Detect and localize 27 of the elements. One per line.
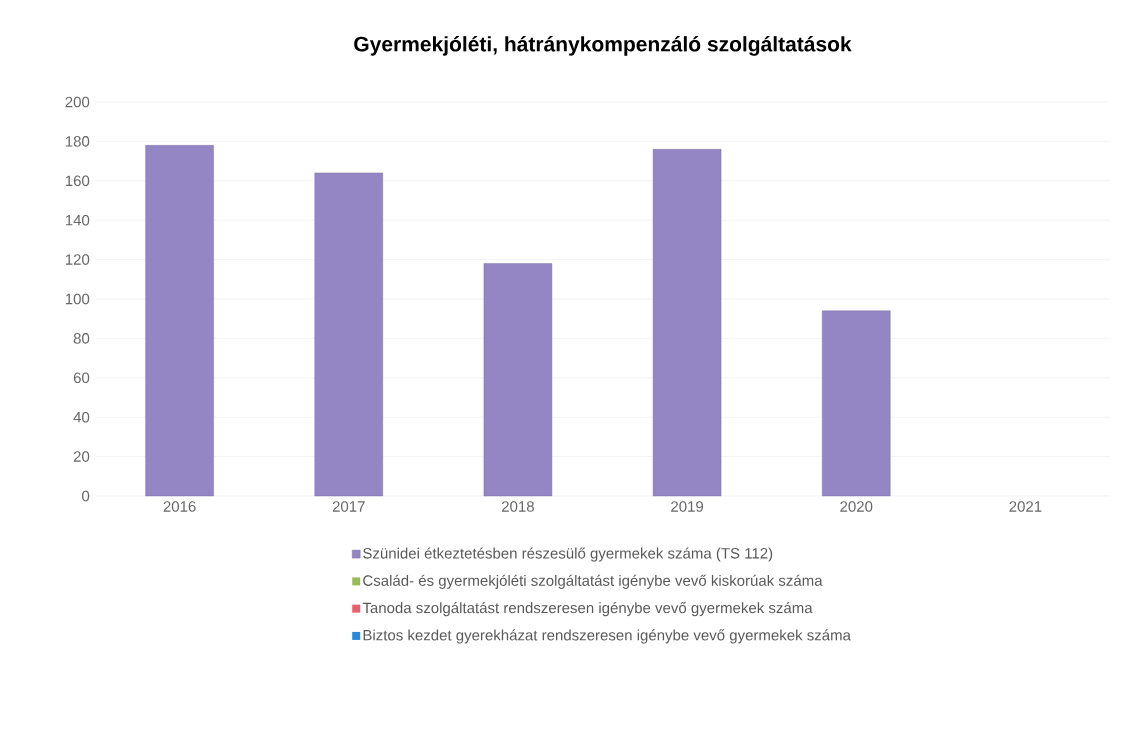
y-tick-label: 140: [65, 214, 90, 226]
chart-title: Gyermekjóléti, hátránykompenzáló szolgáltatások: [354, 35, 852, 56]
legend-label: Biztos kezdet gyerekházat rendszeresen igénybe vevő gyermekek száma: [363, 629, 851, 644]
y-tick-label: 20: [73, 451, 90, 462]
legend-label: Család- és gyermekjóléti szolgáltatást igénybe vevő kiskorúak száma: [363, 574, 823, 589]
y-tick-label: 120: [65, 254, 90, 265]
bar: [822, 310, 891, 497]
y-tick-label: 160: [65, 175, 90, 187]
y-tick-label: 40: [73, 411, 90, 423]
y-tick-label: 80: [73, 333, 90, 344]
x-tick-label: 2020: [840, 501, 873, 512]
x-tick-label: 2021: [1009, 501, 1042, 512]
bar: [652, 149, 722, 497]
x-tick-label: 2018: [501, 501, 534, 512]
bar: [314, 172, 383, 497]
legend-label: Szünidei étkeztetésben részesülő gyermekek száma (TS 112): [363, 547, 773, 562]
y-tick-label: 100: [65, 293, 90, 305]
bar: [145, 145, 214, 497]
bar: [483, 263, 553, 497]
legend-label: Tanoda szolgáltatást rendszeresen igénybe vevő gyermekek száma: [362, 602, 813, 617]
y-tick-label: 180: [65, 136, 90, 147]
x-tick-label: 2017: [332, 501, 365, 512]
x-tick-label: 2019: [671, 501, 704, 512]
y-tick-label: 200: [65, 96, 90, 108]
y-tick-label: 60: [73, 372, 90, 384]
x-tick-label: 2016: [163, 501, 196, 512]
y-tick-label: 0: [82, 490, 90, 502]
